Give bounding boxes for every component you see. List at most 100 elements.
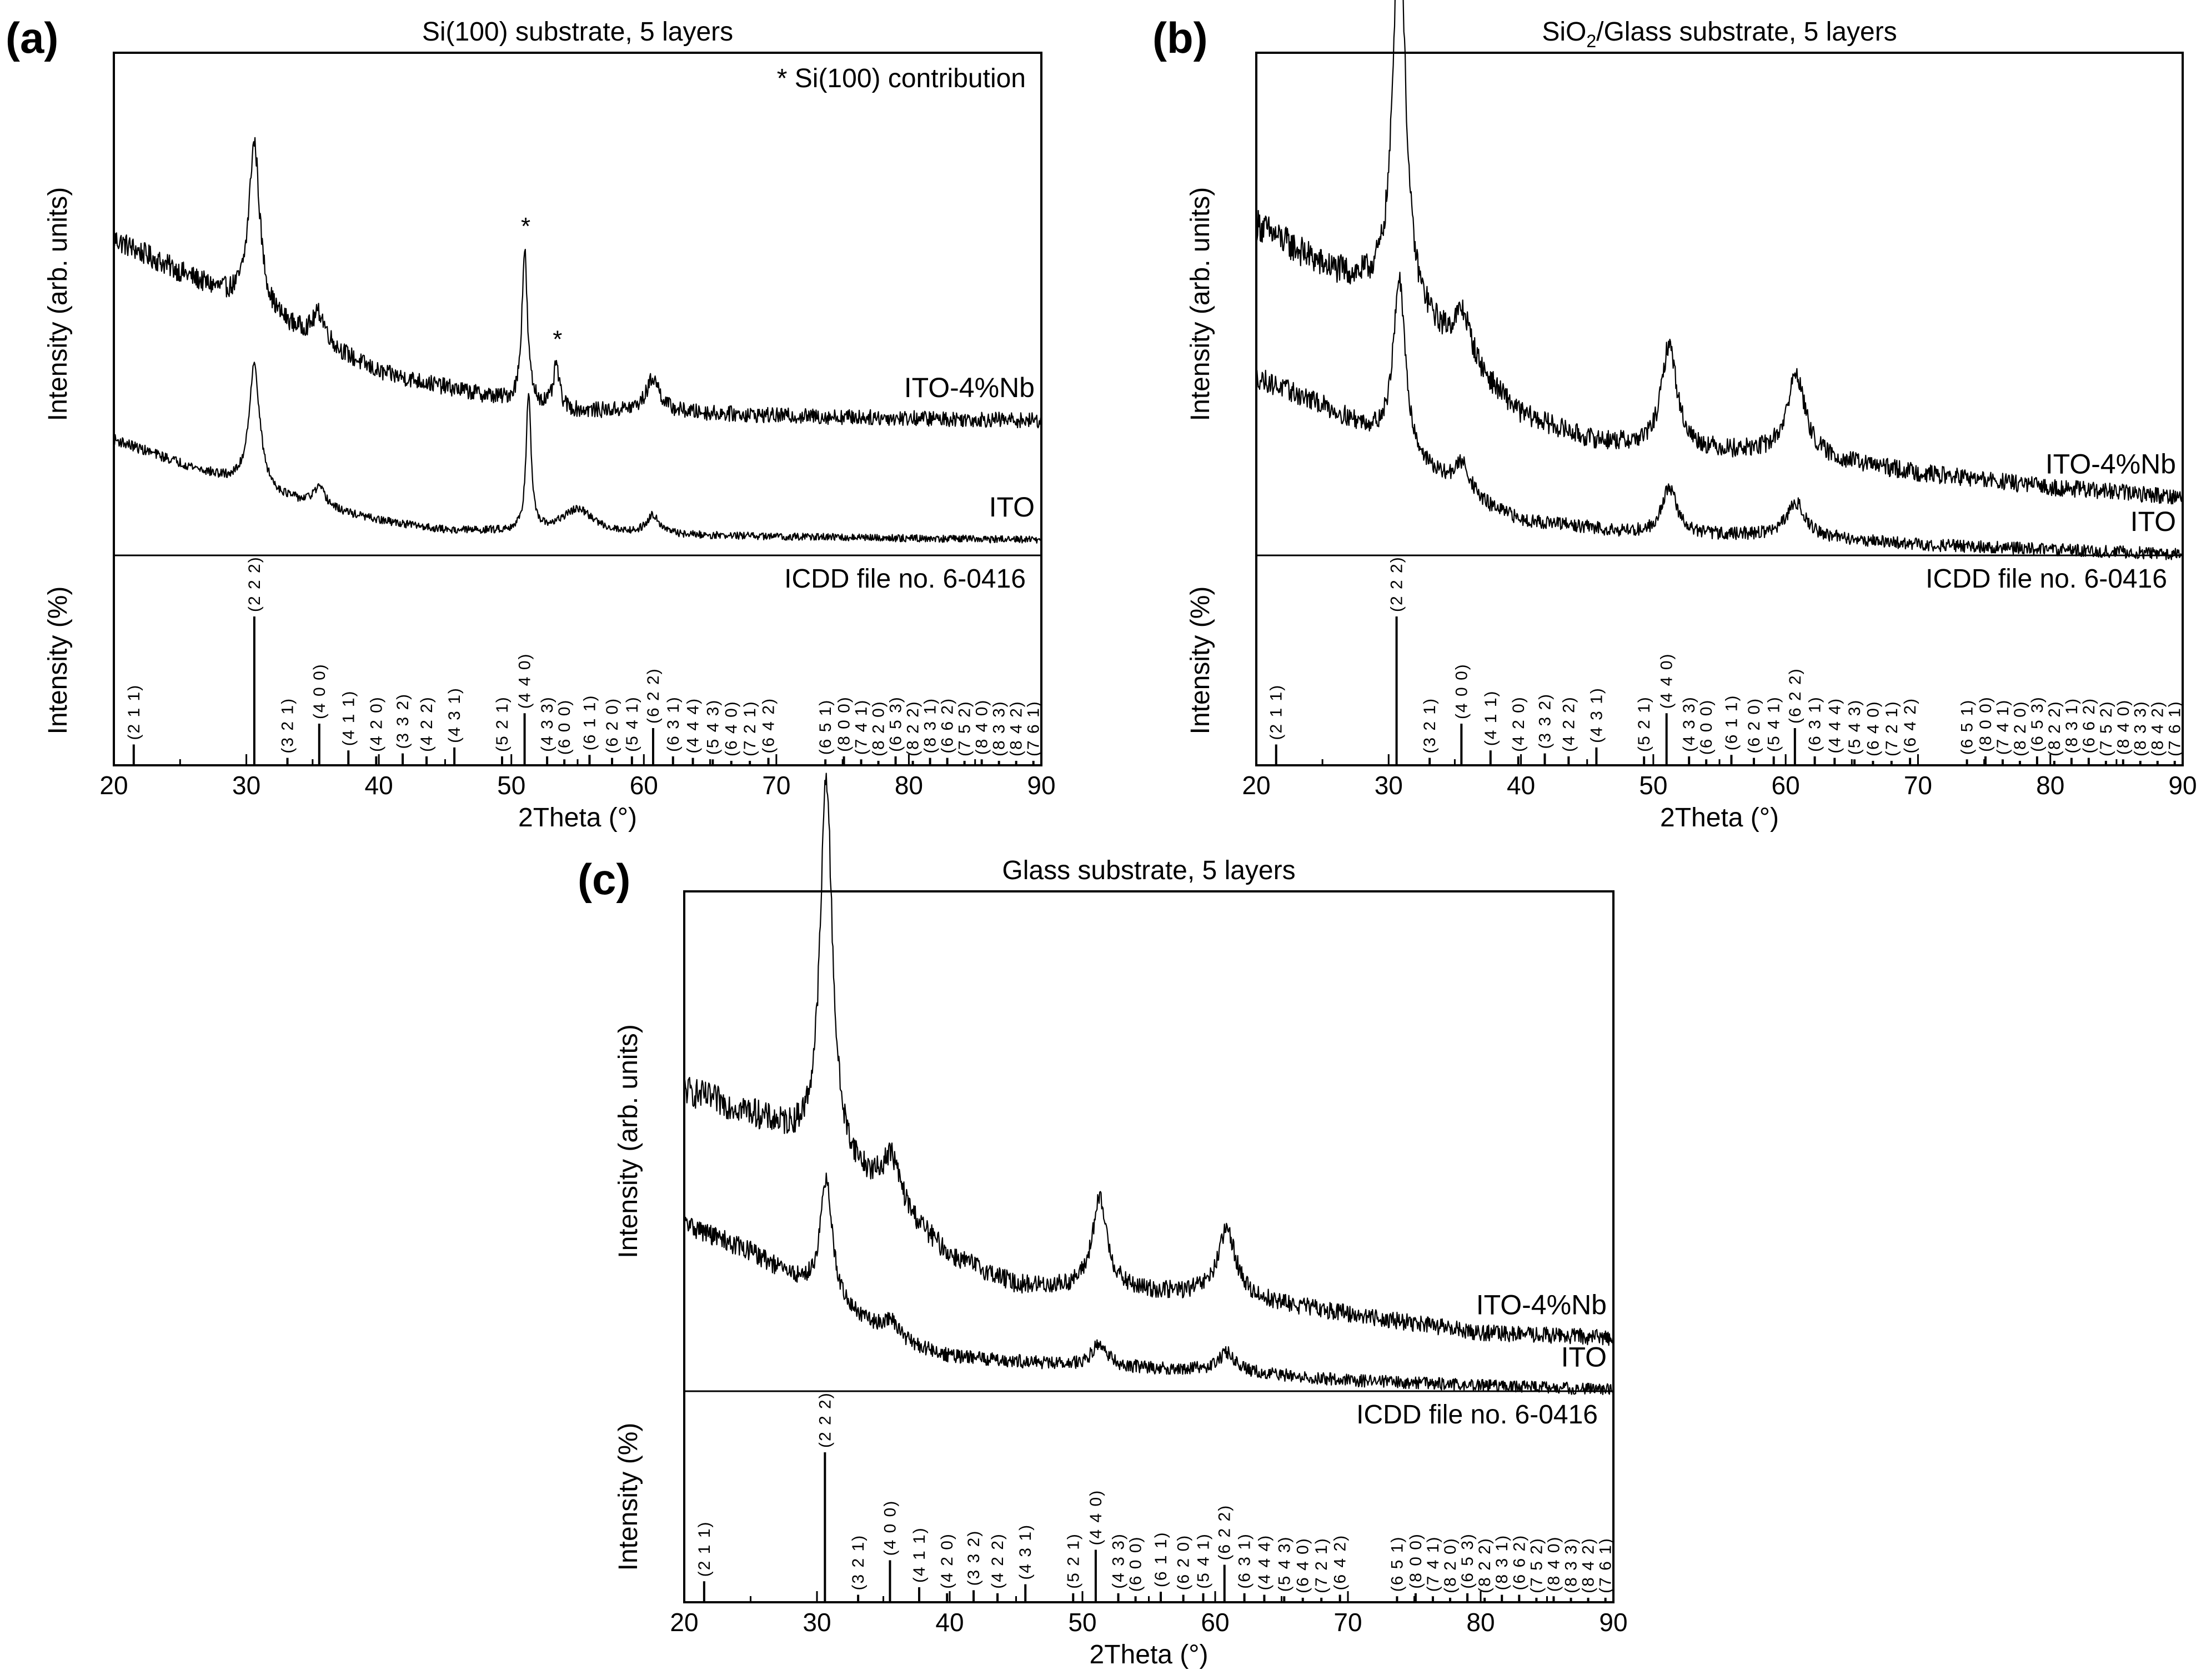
hkl-label: (2 2 2) <box>245 556 264 612</box>
series-line-1 <box>683 1172 1615 1395</box>
hkl-label: (6 3 1) <box>1236 1533 1254 1589</box>
hkl-label: (6 0 0) <box>1127 1536 1145 1592</box>
series-line-0 <box>113 137 1042 429</box>
x-tick-label: 30 <box>1375 771 1403 800</box>
hkl-label: (8 3 1) <box>2063 698 2081 754</box>
hkl-label: (8 3 1) <box>921 698 940 754</box>
hkl-label: (6 5 1) <box>1958 699 1977 755</box>
series-label: ITO-4%Nb <box>2045 449 2176 480</box>
hkl-label: (7 5 2) <box>2097 700 2115 756</box>
hkl-label: (4 3 3) <box>538 696 556 752</box>
hkl-label: (8 3 3) <box>990 700 1009 756</box>
x-axis-label: 2Theta (°) <box>1090 1640 1209 1669</box>
series-line-0 <box>684 773 1615 1346</box>
hkl-label: (5 4 3) <box>1275 1536 1293 1592</box>
si-contribution-marker: * <box>553 326 562 353</box>
hkl-label: (6 4 2) <box>1331 1534 1350 1591</box>
reference-y-axis-label: Intensity (%) <box>43 586 73 735</box>
hkl-label: (6 4 0) <box>723 700 741 756</box>
hkl-label: (6 0 0) <box>1697 699 1716 755</box>
hkl-label: (4 0 0) <box>1452 663 1471 719</box>
hkl-label: (7 6 1) <box>1597 1537 1615 1593</box>
series-label: ITO-4%Nb <box>1476 1289 1607 1320</box>
x-tick-label: 60 <box>1201 1608 1229 1637</box>
hkl-label: (8 2 2) <box>1476 1537 1494 1593</box>
hkl-label: (6 5 1) <box>816 699 835 755</box>
hkl-label: (6 6 2) <box>939 698 957 754</box>
series-line-1 <box>113 362 1042 544</box>
x-tick-label: 60 <box>630 771 658 800</box>
x-tick-label: 70 <box>762 771 790 800</box>
hkl-label: (4 2 2) <box>418 696 436 752</box>
x-tick-label: 70 <box>1333 1608 1362 1637</box>
hkl-label: (4 3 3) <box>1680 696 1698 752</box>
hkl-label: (8 4 0) <box>1545 1536 1563 1592</box>
x-tick-label: 90 <box>1599 1608 1627 1637</box>
hkl-label: (4 4 0) <box>1087 1490 1105 1546</box>
hkl-label: (6 4 2) <box>1901 698 1919 754</box>
hkl-label: (7 2 1) <box>1312 1537 1331 1593</box>
hkl-label: (7 4 1) <box>853 699 871 755</box>
hkl-label: (4 2 0) <box>938 1533 956 1589</box>
hkl-label: (7 4 1) <box>1424 1536 1442 1592</box>
hkl-label: (2 2 2) <box>1388 556 1406 612</box>
hkl-label: (8 0 0) <box>835 696 854 752</box>
hkl-label: (4 3 1) <box>445 687 464 743</box>
hkl-label: (6 4 0) <box>1864 700 1882 756</box>
y-axis-label: Intensity (arb. units) <box>614 1024 643 1258</box>
hkl-label: (6 2 0) <box>1175 1534 1193 1591</box>
hkl-label: (5 2 1) <box>1064 1533 1082 1589</box>
hkl-label: (2 2 2) <box>816 1392 834 1448</box>
plot-frame <box>683 890 1615 1603</box>
hkl-label: (6 0 0) <box>555 699 574 755</box>
hkl-label: (3 2 1) <box>1421 698 1439 754</box>
hkl-label: (2 1 1) <box>125 684 143 740</box>
hkl-label: (6 6 2) <box>1510 1534 1528 1591</box>
hkl-label: (5 2 1) <box>493 696 512 752</box>
hkl-label: (8 4 2) <box>2149 700 2167 756</box>
hkl-label: (4 1 1) <box>339 690 358 746</box>
hkl-label: (3 2 1) <box>849 1534 868 1591</box>
x-tick-label: 50 <box>497 771 525 800</box>
x-tick-label: 20 <box>99 771 128 800</box>
chart-title: Si(100) substrate, 5 layers <box>422 17 733 47</box>
series-label: ITO <box>989 492 1035 523</box>
hkl-label: (5 4 1) <box>1194 1533 1212 1589</box>
x-tick-label: 60 <box>1772 771 1800 800</box>
hkl-label: (6 3 1) <box>664 696 683 752</box>
x-tick-label: 80 <box>895 771 923 800</box>
hkl-label: (7 6 1) <box>2166 700 2184 756</box>
hkl-label: (3 3 2) <box>1536 693 1554 749</box>
hkl-label: (7 6 1) <box>1025 700 1043 756</box>
chart-title: Glass substrate, 5 layers <box>1002 856 1295 885</box>
series-label: ITO-4%Nb <box>904 372 1035 403</box>
hkl-label: (3 3 2) <box>394 693 412 749</box>
reference-label: ICDD file no. 6-0416 <box>784 564 1026 594</box>
hkl-label: (6 5 3) <box>2028 696 2047 752</box>
reference-label: ICDD file no. 6-0416 <box>1926 564 2167 594</box>
hkl-label: (8 4 0) <box>2114 699 2133 755</box>
plot-frame <box>1255 52 2184 766</box>
hkl-label: (2 1 1) <box>695 1521 714 1577</box>
hkl-label: (6 5 3) <box>887 696 905 752</box>
hkl-label: (4 3 3) <box>1110 1533 1128 1589</box>
hkl-label: (8 3 3) <box>2132 700 2150 756</box>
hkl-label: (6 1 1) <box>1722 695 1741 751</box>
chart-panel-a: (a) Si(100) substrate, 5 layers Intensity … <box>6 13 1056 833</box>
hkl-label: (5 4 1) <box>623 696 641 752</box>
x-axis-label: 2Theta (°) <box>1660 803 1779 833</box>
hkl-label: (6 2 2) <box>1786 668 1804 724</box>
hkl-label: (4 1 1) <box>1482 690 1500 746</box>
hkl-label: (4 3 1) <box>1587 687 1606 743</box>
hkl-label: (3 2 1) <box>279 698 297 754</box>
x-tick-label: 90 <box>1027 771 1055 800</box>
reference-y-axis-label: Intensity (%) <box>614 1423 643 1571</box>
hkl-label: (6 2 2) <box>644 668 663 724</box>
hkl-label: (6 6 2) <box>2080 698 2098 754</box>
chart-title-part: SiO <box>1542 17 1586 47</box>
chart-title-part: /Glass substrate, 5 layers <box>1596 17 1897 47</box>
y-axis-label: Intensity (arb. units) <box>1186 187 1215 422</box>
hkl-label: (4 4 4) <box>1255 1534 1274 1591</box>
si-contribution-marker: * <box>521 213 530 240</box>
hkl-label: (8 4 0) <box>973 699 991 755</box>
